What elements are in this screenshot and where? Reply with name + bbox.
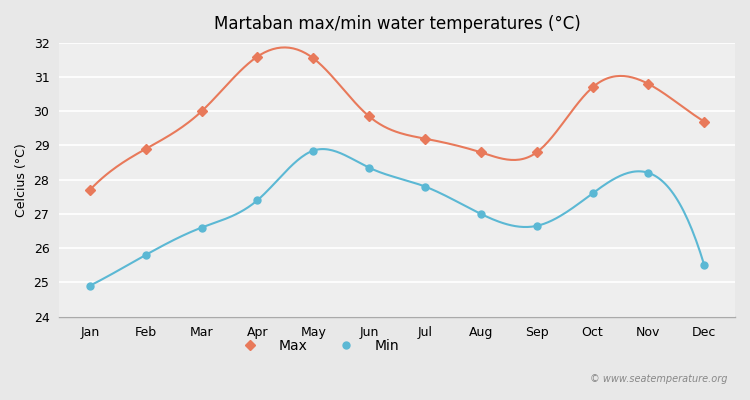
- Min: [421, 184, 430, 189]
- Min: [197, 225, 206, 230]
- Min: [253, 198, 262, 203]
- Max: [421, 136, 430, 141]
- Min: [532, 224, 542, 228]
- Min: [700, 263, 709, 268]
- Y-axis label: Celcius (°C): Celcius (°C): [15, 143, 28, 216]
- Max: [364, 114, 374, 119]
- Max: [532, 150, 542, 155]
- Max: [644, 82, 653, 86]
- Max: [141, 146, 150, 151]
- Max: [700, 119, 709, 124]
- Line: Max: Max: [86, 53, 708, 194]
- Min: [644, 170, 653, 175]
- Max: [476, 150, 485, 155]
- Min: [86, 283, 94, 288]
- Max: [197, 109, 206, 114]
- Min: [364, 165, 374, 170]
- Min: [309, 148, 318, 153]
- Title: Martaban max/min water temperatures (°C): Martaban max/min water temperatures (°C): [214, 15, 580, 33]
- Text: © www.seatemperature.org: © www.seatemperature.org: [590, 374, 728, 384]
- Max: [253, 54, 262, 59]
- Line: Min: Min: [86, 147, 708, 289]
- Legend: Max, Min: Max, Min: [227, 334, 404, 359]
- Max: [309, 56, 318, 61]
- Min: [588, 191, 597, 196]
- Max: [86, 188, 94, 192]
- Min: [476, 212, 485, 216]
- Max: [588, 85, 597, 90]
- Min: [141, 252, 150, 257]
